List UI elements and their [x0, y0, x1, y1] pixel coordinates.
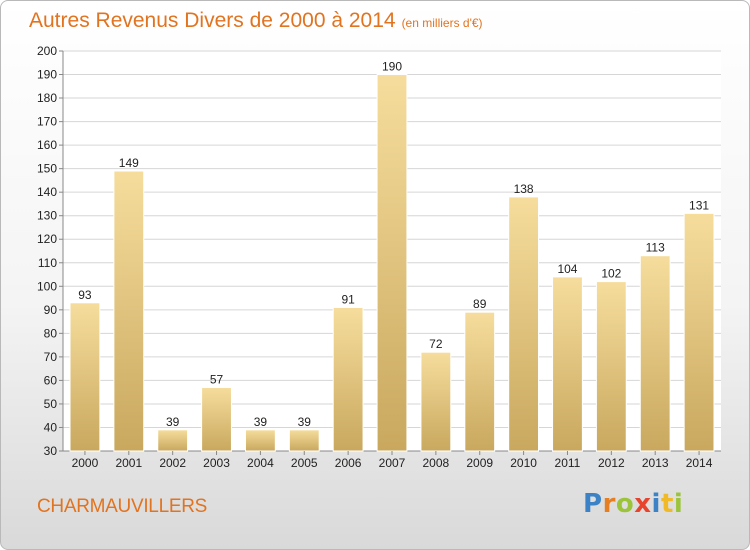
logo-letter: r [602, 489, 616, 519]
y-tick-label: 170 [37, 115, 57, 129]
bar [464, 311, 496, 452]
x-tick-label: 2002 [159, 456, 186, 470]
data-label: 131 [689, 198, 709, 212]
y-tick-label: 40 [44, 420, 58, 434]
data-label: 39 [166, 415, 180, 429]
x-tick-label: 2012 [598, 456, 625, 470]
bar [113, 170, 145, 452]
y-tick-label: 200 [37, 44, 57, 58]
logo-letter: t [660, 489, 674, 519]
bar [420, 351, 452, 452]
data-label: 104 [557, 262, 577, 276]
y-tick-label: 70 [44, 350, 58, 364]
bar [288, 429, 320, 452]
logo-letter: o [615, 489, 635, 519]
logo-letter: i [651, 489, 661, 519]
bar [332, 306, 364, 452]
chart-title-unit: (en milliers d'€) [401, 16, 483, 30]
y-tick-label: 100 [37, 279, 57, 293]
logo-letter: x [634, 489, 652, 519]
bar [639, 255, 671, 452]
y-tick-label: 140 [37, 185, 57, 199]
x-tick-label: 2009 [466, 456, 493, 470]
y-tick-label: 160 [37, 138, 57, 152]
bar [157, 429, 189, 452]
y-tick-label: 130 [37, 209, 57, 223]
y-tick-label: 80 [44, 326, 58, 340]
y-tick-label: 190 [37, 68, 57, 82]
y-tick-label: 180 [37, 91, 57, 105]
bar [201, 386, 232, 452]
y-tick-label: 60 [44, 373, 58, 387]
y-tick-label: 90 [44, 303, 58, 317]
data-label: 138 [514, 182, 534, 196]
x-tick-label: 2000 [72, 456, 99, 470]
logo-letter: i [673, 489, 684, 519]
bar [244, 429, 276, 452]
bar [508, 196, 540, 452]
data-label: 89 [473, 297, 487, 311]
x-tick-label: 2005 [291, 456, 318, 470]
x-tick-label: 2001 [115, 456, 142, 470]
data-label: 149 [119, 156, 139, 170]
data-label: 91 [341, 292, 355, 306]
x-tick-label: 2010 [510, 456, 537, 470]
x-tick-label: 2014 [686, 456, 713, 470]
data-label: 190 [382, 60, 402, 74]
bar [552, 276, 583, 452]
bar [376, 74, 408, 452]
data-label: 93 [78, 288, 92, 302]
bar [595, 281, 627, 452]
x-tick-label: 2013 [642, 456, 669, 470]
data-label: 39 [298, 415, 312, 429]
data-label: 72 [429, 337, 443, 351]
chart-title: Autres Revenus Divers de 2000 à 2014 (en … [29, 9, 483, 33]
data-label: 57 [210, 372, 224, 386]
logo-letter: P [583, 489, 603, 519]
x-tick-label: 2003 [203, 456, 230, 470]
x-tick-label: 2004 [247, 456, 274, 470]
y-tick-label: 150 [37, 162, 57, 176]
y-tick-label: 50 [44, 397, 58, 411]
data-label: 113 [646, 241, 665, 255]
y-tick-label: 120 [37, 232, 57, 246]
proxiti-logo: Proxiti [583, 489, 683, 519]
x-tick-label: 2008 [423, 456, 450, 470]
bar [69, 302, 101, 452]
data-label: 39 [254, 415, 268, 429]
y-tick-label: 110 [38, 256, 57, 270]
x-tick-label: 2007 [379, 456, 406, 470]
bar [683, 212, 715, 452]
location-label: CHARMAUVILLERS [37, 496, 208, 517]
chart-title-main: Autres Revenus Divers de 2000 à 2014 [29, 9, 396, 32]
y-tick-label: 30 [44, 444, 58, 458]
x-tick-label: 2006 [335, 456, 362, 470]
x-tick-label: 2011 [555, 456, 581, 470]
data-label: 102 [601, 267, 621, 281]
